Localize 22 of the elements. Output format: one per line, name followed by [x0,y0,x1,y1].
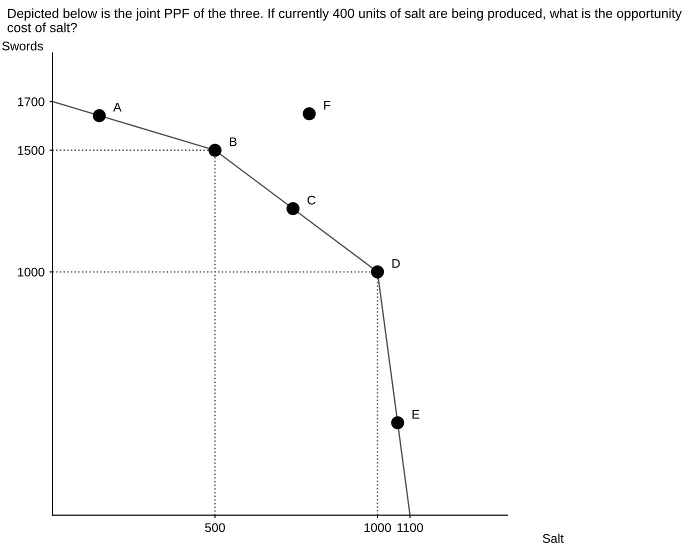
point [370,265,384,278]
annotation: F [324,100,330,110]
annotation: D [392,259,400,268]
annotation: A [113,102,122,112]
chart-title: Depicted below is the joint PPF of the three. If currently 400 units of salt are being produced, what is the opportunity cost of salt? [8,8,682,32]
x-tick-label: 1100 [398,523,423,532]
y-tick-label: 1700 [18,97,44,106]
point [208,144,222,157]
annotation: C [308,196,316,205]
point [92,109,106,122]
line-series [52,100,411,516]
point [286,202,300,216]
point [391,416,404,430]
x-tick-label: 500 [205,523,225,532]
x-axis-title: Salt [542,534,564,543]
annotation: B [230,137,237,146]
x-tick-label: 1000 [364,523,391,532]
y-tick-label: 1000 [18,268,44,277]
annotation: E [412,410,420,419]
y-axis-title: Swords [2,41,43,50]
y-tick-label: 1500 [18,146,44,155]
point [302,107,316,120]
